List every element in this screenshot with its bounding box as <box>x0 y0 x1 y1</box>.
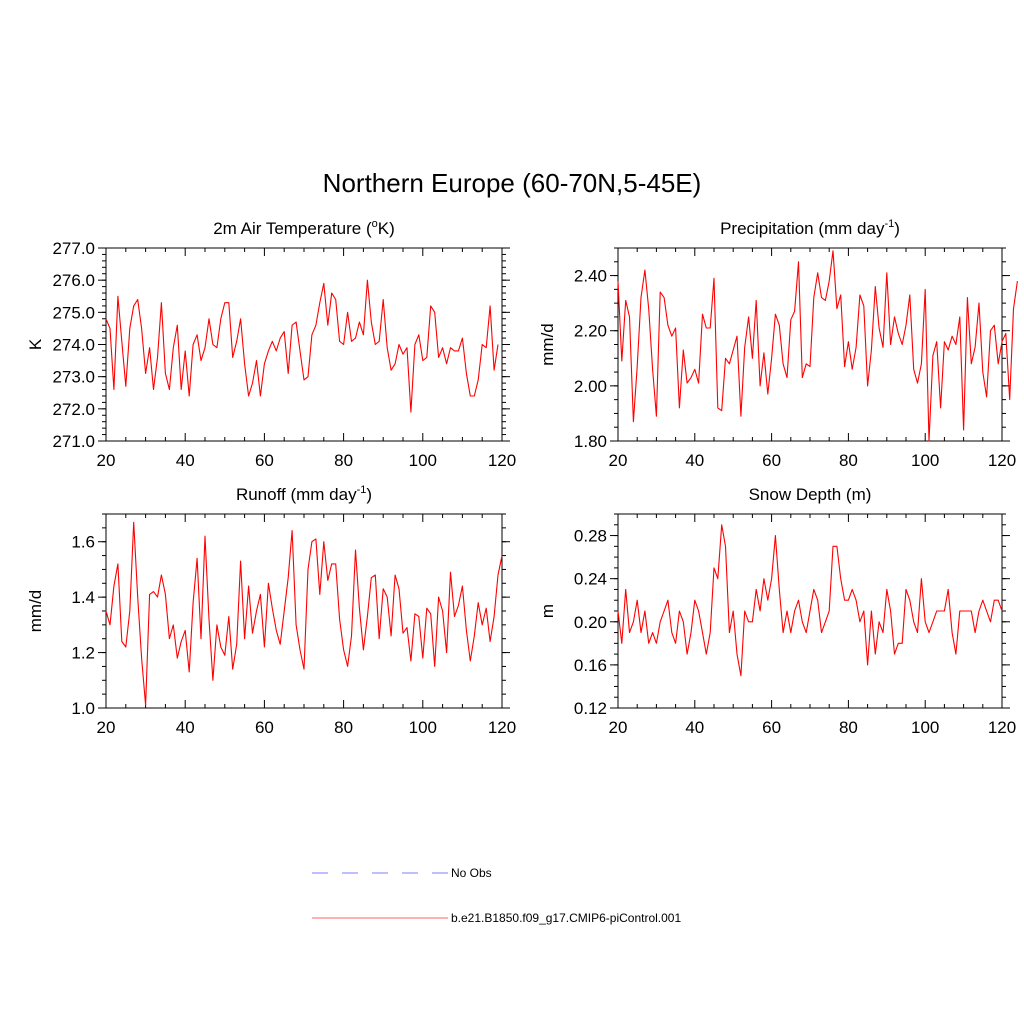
panels-container: 2m Air Temperature (oK) K 20 40 60 80 100 120 27… <box>26 218 1018 737</box>
chart-panel-2: Precipitation (mm day-1) mm/d 20 40 60 80 100 1… <box>538 218 1018 470</box>
y-tick-label: 274.0 <box>52 336 95 355</box>
y-tick-label: 0.16 <box>574 656 607 675</box>
y-tick-label: 1.2 <box>71 644 95 663</box>
y-axis-label: mm/d <box>538 323 557 366</box>
figure-title: Northern Europe (60-70N,5-45E) <box>323 168 702 198</box>
x-tick-label: 60 <box>255 718 274 737</box>
series-line <box>617 524 1003 677</box>
panel-title: Runoff (mm day-1) <box>236 484 372 504</box>
y-tick-label: 0.20 <box>574 613 607 632</box>
series-line <box>105 279 499 413</box>
series-line <box>105 521 503 706</box>
y-tick-label: 276.0 <box>52 271 95 290</box>
x-tick-label: 60 <box>255 451 274 470</box>
y-tick-label: 275.0 <box>52 303 95 322</box>
x-tick-label: 40 <box>685 451 704 470</box>
chart-panel-1: 2m Air Temperature (oK) K 20 40 60 80 100 120 27… <box>26 218 516 470</box>
y-axis-label: m <box>538 604 557 618</box>
legend: No Obs b.e21.B1850.f09_g17.CMIP6-piContr… <box>312 866 681 925</box>
x-tick-label: 40 <box>685 718 704 737</box>
x-tick-label: 20 <box>609 451 628 470</box>
panel-title: 2m Air Temperature (oK) <box>213 218 395 238</box>
panel-title-suffix: ) <box>366 485 372 504</box>
x-tick-label: 80 <box>334 451 353 470</box>
x-tick-label: 120 <box>988 718 1016 737</box>
x-tick-label: 80 <box>839 451 858 470</box>
y-tick-label: 0.24 <box>574 570 607 589</box>
y-tick-label: 2.40 <box>574 267 607 286</box>
x-tick-label: 120 <box>988 451 1016 470</box>
x-tick-label: 100 <box>911 451 939 470</box>
legend-model-label: b.e21.B1850.f09_g17.CMIP6-piControl.001 <box>451 911 681 925</box>
y-tick-label: 1.0 <box>71 699 95 718</box>
y-tick-label: 1.4 <box>71 588 95 607</box>
x-tick-label: 20 <box>609 718 628 737</box>
y-tick-label: 0.28 <box>574 527 607 546</box>
y-axis-label: K <box>26 338 45 350</box>
legend-no-obs-label: No Obs <box>451 866 492 880</box>
panel-title: Snow Depth (m) <box>749 485 872 504</box>
y-tick-label: 1.6 <box>71 533 95 552</box>
chart-panel-4: Snow Depth (m) m 20 40 60 80 100 120 0.12 0.16 0.2… <box>538 485 1016 737</box>
y-tick-label: 2.20 <box>574 322 607 341</box>
chart-panel-3: Runoff (mm day-1) mm/d 20 40 60 80 100 120 1.0 1.… <box>26 484 516 737</box>
series-line <box>617 250 1018 442</box>
x-tick-label: 60 <box>762 718 781 737</box>
plot-frame <box>105 247 503 442</box>
y-tick-label: 277.0 <box>52 239 95 258</box>
y-tick-label: 273.0 <box>52 368 95 387</box>
x-tick-label: 120 <box>488 451 516 470</box>
y-tick-label: 272.0 <box>52 400 95 419</box>
x-tick-label: 120 <box>488 718 516 737</box>
panel-title-superscript: -1 <box>357 484 367 496</box>
panel-title: Precipitation (mm day-1) <box>720 218 900 238</box>
x-tick-label: 100 <box>911 718 939 737</box>
x-tick-label: 20 <box>97 718 116 737</box>
x-tick-label: 80 <box>334 718 353 737</box>
x-tick-label: 100 <box>409 451 437 470</box>
y-tick-label: 1.80 <box>574 432 607 451</box>
x-tick-label: 80 <box>839 718 858 737</box>
x-tick-label: 60 <box>762 451 781 470</box>
panel-title-suffix: ) <box>894 219 900 238</box>
panel-title-superscript: -1 <box>884 218 894 230</box>
x-tick-label: 20 <box>97 451 116 470</box>
x-tick-label: 40 <box>176 451 195 470</box>
y-tick-label: 0.12 <box>574 699 607 718</box>
x-tick-label: 100 <box>409 718 437 737</box>
panel-title-superscript: o <box>372 218 378 230</box>
y-tick-label: 2.00 <box>574 377 607 396</box>
x-tick-label: 40 <box>176 718 195 737</box>
y-tick-label: 271.0 <box>52 432 95 451</box>
y-axis-label: mm/d <box>26 590 45 633</box>
panel-title-suffix: K) <box>378 219 395 238</box>
